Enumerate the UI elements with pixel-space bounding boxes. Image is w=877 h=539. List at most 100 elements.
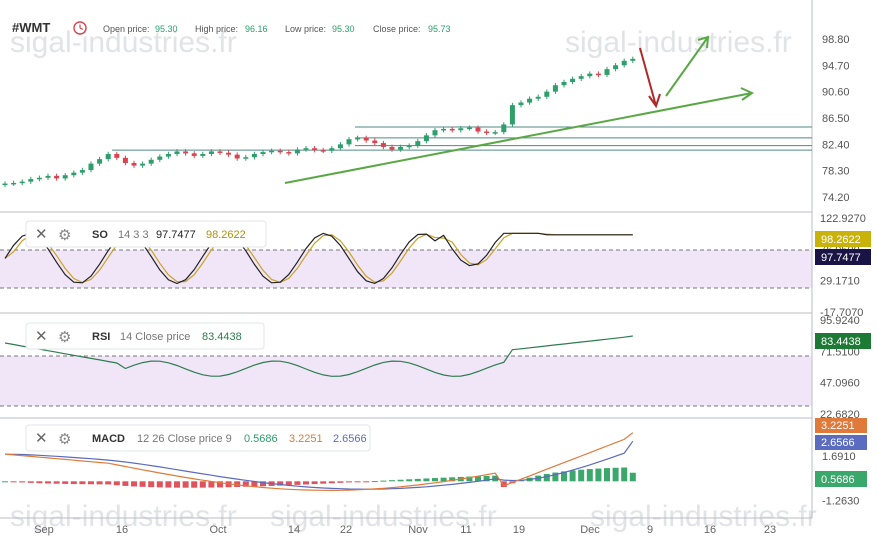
so-tick: 122.9270 [820,213,866,225]
macd-hist-badge-text: 0.5686 [821,474,855,486]
macd-signal-value: 2.6566 [333,433,367,445]
macd-histogram-bar [191,481,198,488]
macd-histogram-bar [19,481,26,483]
macd-histogram-bar [320,481,327,484]
panel-separators [0,0,813,519]
rsi-tick: 47.0960 [820,378,860,390]
macd-histogram-bar [277,481,284,486]
trendline-arrowhead [740,87,755,101]
down-arrow-head [648,93,661,109]
macd-hist-badge: 0.5686 [815,471,867,487]
so-panel [4,232,633,285]
up-arrow-head [697,35,710,49]
macd-histogram-bar [2,481,8,483]
candle [234,154,240,159]
candle [191,153,197,156]
candle [217,151,223,153]
candle [527,98,533,103]
candle [45,175,51,178]
time-tick: 19 [513,524,525,536]
price-tick: 94.70 [822,60,850,72]
so-band [0,250,812,288]
watermark-6: sigal-industries.fr [590,500,817,533]
candle [544,91,550,97]
macd-histogram-bar [105,481,112,485]
candle [346,139,352,145]
macd-title: MACD [92,433,125,445]
candle [226,152,232,155]
macd-line-value: 3.2251 [289,433,323,445]
candle [260,152,266,154]
macd-histogram-bar [543,473,550,482]
candle [518,102,524,106]
candle [269,150,275,153]
rsi-band [0,356,812,406]
macd-histogram-bar [122,481,129,486]
candle [484,131,490,133]
macd-histogram-bar [174,481,180,488]
candle [174,151,180,154]
rsi-settings-icon[interactable]: ⚙ [58,329,71,346]
watermark-5: sigal-industries.fr [270,500,497,533]
macd-histogram-bar [217,481,223,488]
rsi-close-icon[interactable]: ✕ [35,328,48,345]
macd-histogram-bar [131,481,137,487]
candle [36,177,42,180]
candle [337,144,343,149]
watermark-4: sigal-industries.fr [10,500,237,533]
macd-histogram-bar [199,481,206,488]
candle [578,76,584,79]
candle [432,130,438,136]
candle [613,65,619,70]
time-tick: Dec [580,524,600,536]
rsi-tick: 95.9240 [820,315,860,327]
candle [286,152,292,154]
macd-histogram-bar [440,477,447,482]
price-header: #WMT Open price: 95.30 High price: 96.16… [12,20,451,35]
macd-histogram-bar [578,469,585,482]
open-label: Open price: [103,24,150,34]
price-tick: 74.20 [822,192,850,204]
macd-histogram-bar [27,481,34,483]
macd-histogram-bar [466,476,473,482]
trendline [284,92,753,184]
candle [183,151,189,154]
macd-legend: ✕ ⚙ MACD 12 26 Close price 9 0.5686 3.22… [25,424,371,452]
clock-icon[interactable] [73,21,87,35]
rsi-params: 14 Close price [120,331,190,343]
high-label: High price: [195,24,238,34]
candle [140,163,146,166]
candle [535,96,541,99]
candle [441,128,447,131]
candle [630,58,636,61]
macd-histogram-bar [629,472,636,482]
so-legend-box [25,220,267,248]
macd-close-icon[interactable]: ✕ [35,430,48,447]
so-settings-icon[interactable]: ⚙ [58,227,71,244]
candle [570,78,576,82]
macd-histogram-bar [53,481,60,484]
macd-line-badge: 3.2251 [815,418,867,433]
macd-histogram-bar [311,481,318,485]
macd-histogram-bar [88,481,94,485]
macd-settings-icon[interactable]: ⚙ [58,431,71,448]
macd-params: 12 26 Close price 9 [137,433,232,445]
macd-histogram-bar [251,481,258,487]
candle [492,132,498,134]
low-value: 95.30 [332,24,355,34]
macd-tick: -1.2630 [822,495,859,507]
macd-histogram-bar [139,481,146,487]
so-close-icon[interactable]: ✕ [35,226,48,243]
candle [157,156,163,160]
price-tick: 98.80 [822,34,850,46]
macd-histogram-bar [432,478,438,482]
macd-signal-line [4,440,634,490]
candle [165,154,171,157]
price-tick: 86.50 [822,113,850,125]
macd-histogram-bar [621,467,628,482]
time-tick: 22 [340,524,352,536]
macd-histogram-bar [208,481,215,488]
macd-signal-badge-text: 2.6566 [821,437,855,449]
candle [406,145,412,148]
